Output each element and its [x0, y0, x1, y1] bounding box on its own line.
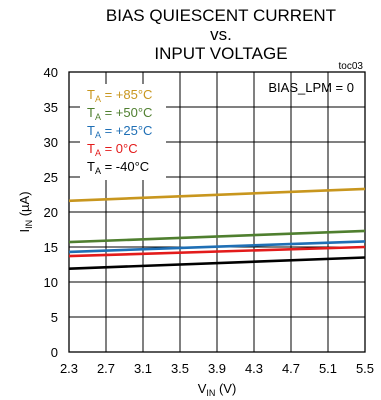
legend-entry-prefix: T	[87, 87, 95, 102]
chart-title-line-3: INPUT VOLTAGE	[154, 44, 287, 63]
legend-entry-sub: A	[95, 130, 101, 140]
annotation-bias-lpm: BIAS_LPM = 0	[268, 80, 354, 95]
series-line	[68, 240, 366, 254]
y-tick-label: 40	[44, 65, 58, 80]
legend-entry: TA = 0°C	[87, 141, 138, 158]
y-tick-label: 30	[44, 135, 58, 150]
y-tick-label: 25	[44, 170, 58, 185]
series-line	[68, 229, 366, 244]
y-tick-label: 35	[44, 100, 58, 115]
series-line	[68, 256, 366, 270]
legend-entry-value: = -40°C	[101, 159, 149, 174]
legend-entry-sub: A	[95, 112, 101, 122]
legend-entry-sub: A	[95, 94, 101, 104]
legend-entry-prefix: T	[87, 105, 95, 120]
y-axis-label-main: I	[17, 229, 32, 233]
legend-entry: TA = +50°C	[87, 105, 152, 122]
legend-entry-prefix: T	[87, 123, 95, 138]
legend-entry-prefix: T	[87, 141, 95, 156]
series-line	[68, 187, 366, 203]
x-tick-label: 4.3	[245, 361, 263, 376]
x-tick-label: 3.5	[171, 361, 189, 376]
series-line	[68, 245, 366, 258]
x-tick-label: 3.9	[208, 361, 226, 376]
x-tick-label: 5.1	[319, 361, 337, 376]
y-tick-label: 15	[44, 240, 58, 255]
x-tick-label: 5.5	[356, 361, 374, 376]
y-axis-label: IIN (µA)	[17, 191, 34, 232]
x-tick-label: 2.3	[60, 361, 78, 376]
legend-background	[80, 84, 166, 180]
legend-entry-value: = +25°C	[101, 123, 152, 138]
x-axis-label-main: V	[198, 381, 207, 396]
y-axis-label-unit: (µA)	[17, 191, 32, 219]
series-layer	[68, 187, 366, 270]
x-tick-label: 4.7	[282, 361, 300, 376]
legend-entry: TA = -40°C	[87, 159, 149, 176]
x-tick-labels: 2.3 2.7 3.1 3.5 3.9 4.3 4.7 5.1 5.5	[60, 361, 374, 376]
y-tick-label: 10	[44, 275, 58, 290]
y-tick-label: 0	[51, 345, 58, 360]
legend-entry: TA = +25°C	[87, 123, 152, 140]
x-tick-label: 2.7	[97, 361, 115, 376]
legend-entry-sub: A	[95, 166, 101, 176]
legend-entry-sub: A	[95, 148, 101, 158]
legend-entry-prefix: T	[87, 159, 95, 174]
y-tick-label: 20	[44, 205, 58, 220]
x-axis-label-unit: (V)	[215, 381, 236, 396]
chart-title-line-1: BIAS QUIESCENT CURRENT	[106, 6, 336, 25]
legend-entry-value: = +50°C	[101, 105, 152, 120]
legend-entry-value: = +85°C	[101, 87, 152, 102]
figure-id: toc03	[339, 61, 364, 72]
x-tick-label: 3.1	[134, 361, 152, 376]
y-axis-label-sub: IN	[24, 220, 34, 229]
grid	[68, 71, 366, 353]
legend: TA = +85°CTA = +50°CTA = +25°CTA = 0°CTA…	[80, 84, 166, 180]
chart-title-line-2: vs.	[210, 25, 232, 44]
y-tick-labels: 0 5 10 15 20 25 30 35 40	[44, 65, 58, 360]
legend-entry: TA = +85°C	[87, 87, 152, 104]
y-tick-label: 5	[51, 310, 58, 325]
legend-entry-value: = 0°C	[101, 141, 138, 156]
x-axis-label: VIN (V)	[198, 381, 237, 398]
x-axis-label-sub: IN	[206, 388, 215, 398]
